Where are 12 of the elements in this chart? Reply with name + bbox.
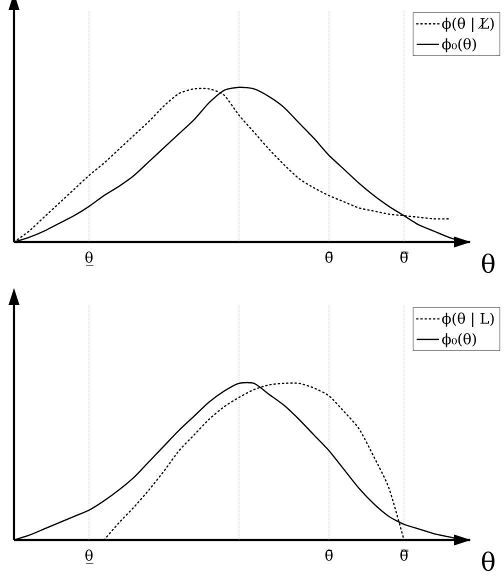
x-tick-label: θ̲: [85, 550, 94, 564]
legend-label: ϕ₀(θ): [442, 38, 476, 52]
x-tick-label: θ̿: [400, 550, 408, 561]
legend-label: ϕ(θ | L): [442, 312, 494, 328]
x-tick-label: θ̲: [85, 252, 94, 266]
x-axis-title: θ: [482, 552, 494, 571]
x-tick-label: θ̄: [325, 550, 333, 561]
x-tick-label: θ̿: [400, 252, 408, 263]
legend-label: ϕ₀(θ): [442, 333, 476, 348]
x-tick-label: θ̄: [325, 252, 333, 263]
x-axis-title: θ: [482, 254, 494, 273]
legend-label: ϕ(θ | L̸): [442, 18, 494, 32]
